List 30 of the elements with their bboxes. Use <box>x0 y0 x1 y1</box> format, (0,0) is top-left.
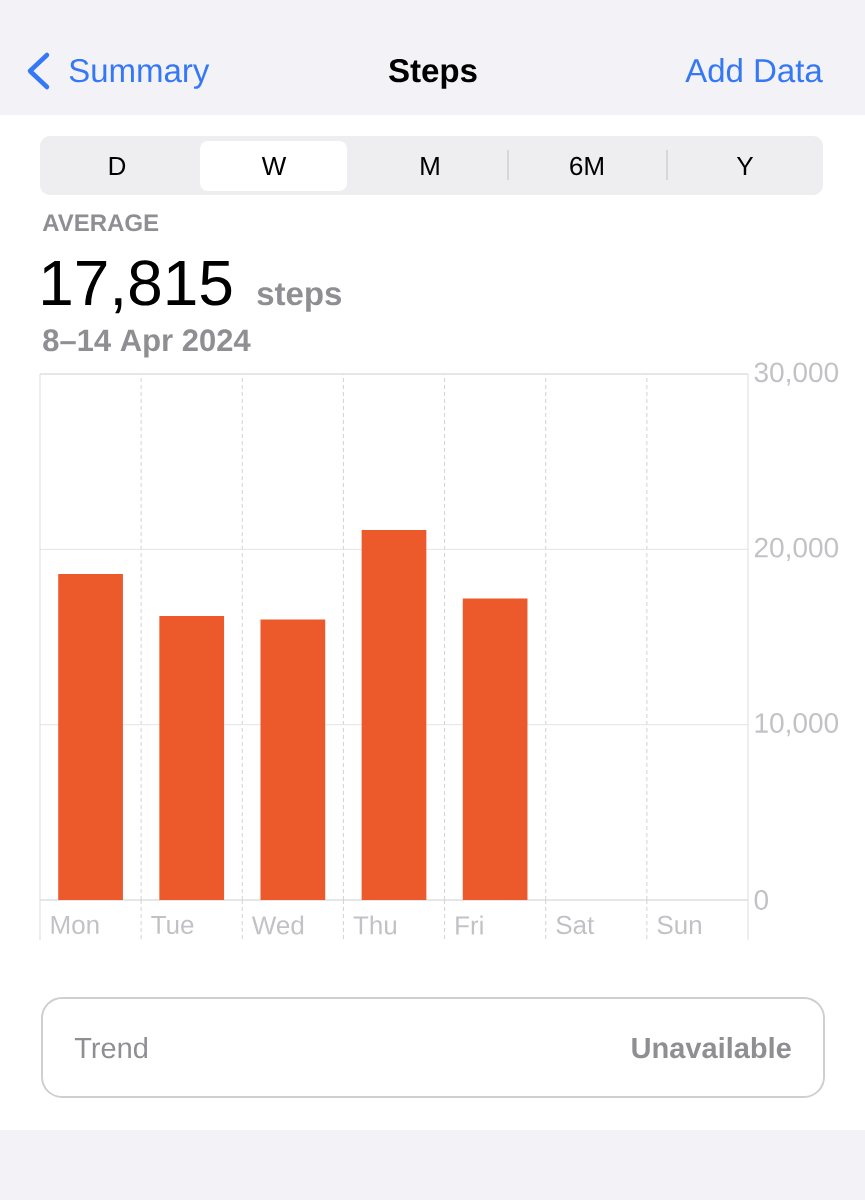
text: 6M <box>570 156 603 176</box>
x-tick-label: Thu <box>353 915 397 935</box>
text: W <box>261 157 287 175</box>
y-tick-label: 0 <box>754 890 768 910</box>
x-tick-label: Fri <box>456 915 483 935</box>
text: Unavailable <box>632 1036 791 1059</box>
x-tick-label: Sun <box>657 915 701 935</box>
x-tick-label: Wed <box>251 915 304 935</box>
x-tick-label: Tue <box>151 915 194 935</box>
x-tick-label: Sat <box>556 915 595 935</box>
chart-title: Steps <box>389 58 477 89</box>
text: Summary <box>69 58 210 89</box>
text: Add Data <box>685 58 823 83</box>
text: 17,815 <box>43 260 232 314</box>
bar <box>58 573 123 900</box>
bar <box>159 615 225 900</box>
bar <box>462 598 528 900</box>
text: steps <box>257 283 342 312</box>
bar <box>361 530 427 900</box>
y-tick-label: 20,000 <box>754 537 839 561</box>
bar <box>260 619 326 900</box>
y-tick-label: 10,000 <box>755 713 839 737</box>
y-tick-label: 30,000 <box>754 362 839 386</box>
chart-subtitle: 8–14 Apr 2024 <box>43 329 251 358</box>
text: D <box>109 157 126 175</box>
text: Trend <box>74 1036 148 1059</box>
text: Y <box>736 157 754 175</box>
text: M <box>421 157 439 175</box>
x-tick-label: Mon <box>51 915 99 935</box>
text: AVERAGE <box>42 214 159 232</box>
